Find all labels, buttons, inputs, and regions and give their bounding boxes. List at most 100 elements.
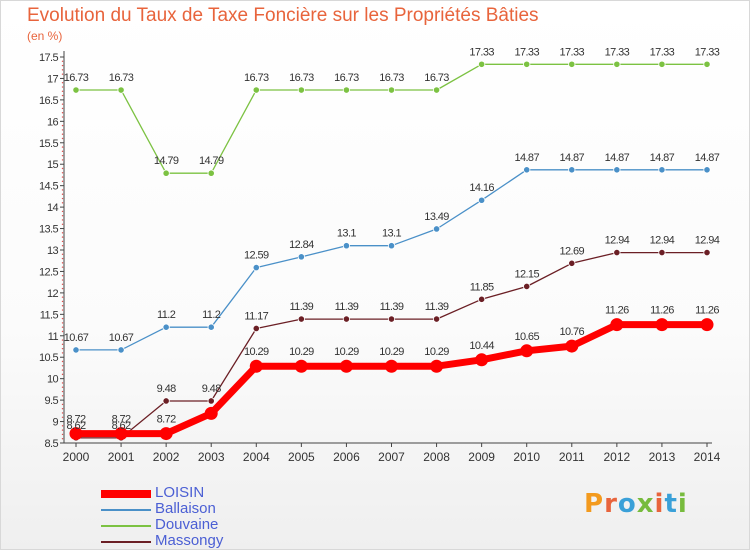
x-tick-label: 2003	[198, 450, 225, 464]
data-label-ballaison: 11.2	[157, 309, 176, 321]
y-minor-tick	[61, 305, 64, 307]
logo-letter: x	[636, 489, 655, 519]
y-minor-tick	[61, 69, 64, 71]
y-minor-tick	[61, 390, 64, 393]
legend-swatch-massongy	[101, 541, 151, 543]
y-tick-label: 9	[52, 417, 58, 429]
data-point-loisin	[159, 427, 173, 441]
data-point-massongy	[252, 324, 260, 333]
data-point-massongy	[162, 397, 170, 405]
y-minor-tick	[61, 167, 64, 170]
data-label-massongy: 11.85	[470, 281, 494, 293]
y-minor-tick	[61, 322, 64, 324]
y-minor-tick	[61, 90, 64, 93]
x-tick-label: 2012	[604, 450, 631, 464]
y-minor-tick	[61, 339, 64, 341]
x-tick-label: 2013	[649, 450, 676, 464]
y-tick-label: 8.5	[45, 438, 59, 450]
data-label-douvaine: 17.33	[695, 46, 720, 58]
y-minor-tick	[61, 133, 64, 135]
data-label-loisin: 11.26	[605, 305, 629, 317]
data-point-loisin	[610, 318, 624, 332]
y-minor-tick	[61, 279, 64, 281]
x-tick-label: 2000	[63, 450, 90, 464]
y-minor-tick	[61, 330, 64, 333]
y-minor-tick	[61, 129, 64, 131]
proxiti-logo: Proxiti	[584, 489, 688, 519]
legend-label-ballaison: Ballaison	[155, 500, 216, 517]
data-label-loisin: 8.72	[66, 414, 85, 426]
y-tick-label: 13.5	[39, 224, 58, 236]
data-point-massongy	[703, 248, 711, 257]
data-point-loisin	[69, 427, 83, 441]
data-label-loisin: 8.72	[157, 414, 176, 426]
legend-swatch-loisin	[101, 490, 151, 498]
y-tick-label: 16.5	[39, 95, 58, 107]
data-point-ballaison	[703, 166, 711, 174]
data-label-douvaine: 14.79	[154, 155, 179, 167]
y-tick-label: 14	[47, 202, 59, 214]
y-minor-tick	[61, 425, 64, 427]
data-label-loisin: 10.29	[244, 346, 269, 358]
data-label-douvaine: 17.33	[469, 46, 494, 58]
y-tick-label: 11.5	[40, 309, 59, 321]
x-tick-label: 2002	[153, 450, 180, 464]
data-point-douvaine	[523, 60, 531, 68]
y-minor-tick	[61, 412, 64, 414]
data-point-massongy	[658, 248, 666, 257]
legend-swatch-ballaison	[101, 509, 151, 511]
y-minor-tick	[61, 214, 64, 217]
y-minor-tick	[61, 154, 64, 157]
y-minor-tick	[61, 262, 64, 264]
y-minor-tick	[61, 317, 64, 320]
y-minor-tick	[61, 189, 64, 191]
data-point-loisin	[294, 359, 308, 373]
data-point-ballaison	[387, 242, 396, 250]
data-label-douvaine: 14.79	[199, 155, 224, 167]
data-label-loisin: 10.76	[560, 326, 585, 338]
data-point-ballaison	[523, 166, 531, 174]
y-tick-label: 12	[47, 288, 59, 300]
y-minor-tick	[61, 438, 64, 440]
logo-letter: r	[604, 489, 618, 519]
data-label-massongy: 9.48	[202, 383, 221, 395]
data-point-douvaine	[432, 86, 441, 94]
data-point-douvaine	[703, 60, 711, 68]
data-label-massongy: 8.62	[66, 420, 85, 432]
data-label-ballaison: 13.1	[382, 228, 401, 240]
data-label-douvaine: 16.73	[109, 72, 134, 84]
x-tick-label: 2011	[559, 450, 585, 464]
y-minor-tick	[61, 407, 64, 410]
y-minor-tick	[61, 73, 64, 75]
data-label-douvaine: 17.33	[560, 46, 585, 58]
y-minor-tick	[61, 112, 64, 114]
data-label-ballaison: 14.87	[560, 152, 585, 164]
data-label-loisin: 10.29	[379, 346, 404, 358]
data-point-loisin	[430, 359, 444, 373]
y-tick-label: 13	[47, 245, 59, 257]
data-point-douvaine	[162, 169, 170, 177]
data-point-ballaison	[72, 346, 80, 354]
data-point-massongy	[297, 315, 305, 323]
data-label-ballaison: 14.87	[695, 152, 720, 164]
y-minor-tick	[61, 352, 64, 354]
logo-letter: P	[584, 489, 605, 519]
y-tick-label: 14.5	[39, 181, 58, 193]
data-point-douvaine	[117, 86, 125, 94]
data-label-massongy: 11.39	[335, 301, 359, 313]
y-minor-tick	[61, 236, 64, 238]
y-minor-tick	[61, 103, 64, 105]
y-minor-tick	[61, 433, 64, 436]
chart-title: Evolution du Taux de Taxe Foncière sur l…	[27, 5, 539, 26]
data-label-massongy: 12.94	[650, 235, 675, 247]
y-minor-tick	[61, 193, 64, 195]
data-point-loisin	[565, 339, 579, 353]
data-label-ballaison: 12.84	[289, 239, 314, 251]
logo-letter: t	[664, 489, 678, 519]
data-label-massongy: 11.39	[289, 301, 313, 313]
y-minor-tick	[61, 429, 64, 431]
y-tick-label: 10.5	[39, 352, 58, 364]
data-point-ballaison	[342, 242, 351, 250]
data-point-loisin	[204, 406, 218, 420]
